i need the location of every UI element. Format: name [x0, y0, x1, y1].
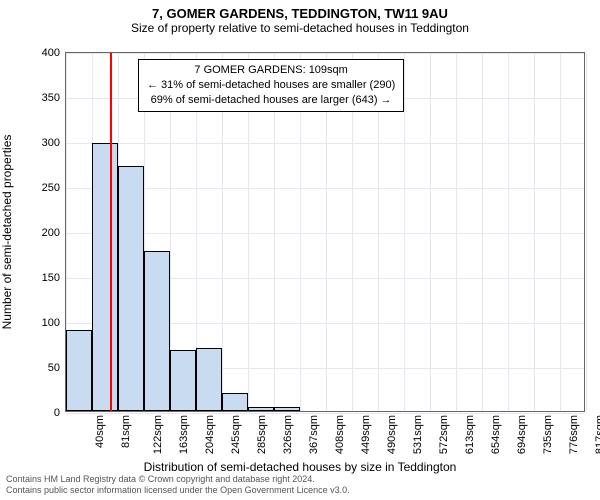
histogram-bar — [170, 350, 196, 411]
x-tick-label: 654sqm — [490, 415, 502, 454]
y-tick-label: 100 — [42, 317, 66, 329]
histogram-bar — [248, 407, 274, 412]
x-tick-label: 776sqm — [568, 415, 580, 454]
x-tick-label: 449sqm — [360, 415, 372, 454]
page-subtitle: Size of property relative to semi-detach… — [0, 21, 600, 35]
gridline-h — [66, 413, 584, 414]
histogram-bar — [144, 251, 170, 411]
x-tick-label: 817sqm — [594, 415, 600, 454]
footer-credits: Contains HM Land Registry data © Crown c… — [6, 474, 350, 497]
y-axis-label: Number of semi-detached properties — [0, 135, 14, 330]
x-tick-label: 326sqm — [282, 415, 294, 454]
infobox-line1: 7 GOMER GARDENS: 109sqm — [147, 63, 395, 78]
x-tick-label: 163sqm — [178, 415, 190, 454]
infobox-line3: 69% of semi-detached houses are larger (… — [147, 93, 395, 108]
x-tick-label: 613sqm — [464, 415, 476, 454]
chart-area: 05010015020025030035040040sqm81sqm122sqm… — [65, 52, 585, 412]
x-tick-label: 81sqm — [120, 415, 132, 448]
y-tick-label: 0 — [54, 407, 66, 419]
histogram-bar — [92, 143, 118, 411]
gridline-v — [430, 53, 431, 411]
y-tick-label: 400 — [42, 47, 66, 59]
x-tick-label: 122sqm — [152, 415, 164, 454]
y-tick-label: 50 — [48, 362, 66, 374]
gridline-v — [586, 53, 587, 411]
x-tick-label: 490sqm — [386, 415, 398, 454]
page-title: 7, GOMER GARDENS, TEDDINGTON, TW11 9AU — [0, 0, 600, 21]
infobox-line2: ← 31% of semi-detached houses are smalle… — [147, 78, 395, 93]
x-tick-label: 367sqm — [308, 415, 320, 454]
info-box: 7 GOMER GARDENS: 109sqm ← 31% of semi-de… — [138, 59, 404, 112]
x-tick-label: 40sqm — [94, 415, 106, 448]
gridline-v — [456, 53, 457, 411]
y-tick-label: 350 — [42, 92, 66, 104]
y-tick-label: 300 — [42, 137, 66, 149]
plot-area: 05010015020025030035040040sqm81sqm122sqm… — [65, 52, 585, 412]
gridline-v — [482, 53, 483, 411]
x-tick-label: 204sqm — [204, 415, 216, 454]
x-tick-label: 408sqm — [334, 415, 346, 454]
x-axis-label: Distribution of semi-detached houses by … — [0, 460, 600, 474]
histogram-bar — [118, 166, 144, 411]
x-tick-label: 735sqm — [542, 415, 554, 454]
y-tick-label: 150 — [42, 272, 66, 284]
marker-line — [110, 53, 112, 411]
x-tick-label: 245sqm — [230, 415, 242, 454]
x-tick-label: 694sqm — [516, 415, 528, 454]
histogram-bar — [274, 407, 300, 411]
gridline-v — [534, 53, 535, 411]
footer-line2: Contains public sector information licen… — [6, 485, 350, 496]
histogram-bar — [66, 330, 92, 411]
footer-line1: Contains HM Land Registry data © Crown c… — [6, 474, 350, 485]
histogram-bar — [222, 393, 248, 411]
y-tick-label: 200 — [42, 227, 66, 239]
gridline-v — [560, 53, 561, 411]
x-tick-label: 285sqm — [256, 415, 268, 454]
histogram-bar — [196, 348, 222, 411]
x-tick-label: 572sqm — [438, 415, 450, 454]
gridline-v — [508, 53, 509, 411]
y-tick-label: 250 — [42, 182, 66, 194]
x-tick-label: 531sqm — [412, 415, 424, 454]
